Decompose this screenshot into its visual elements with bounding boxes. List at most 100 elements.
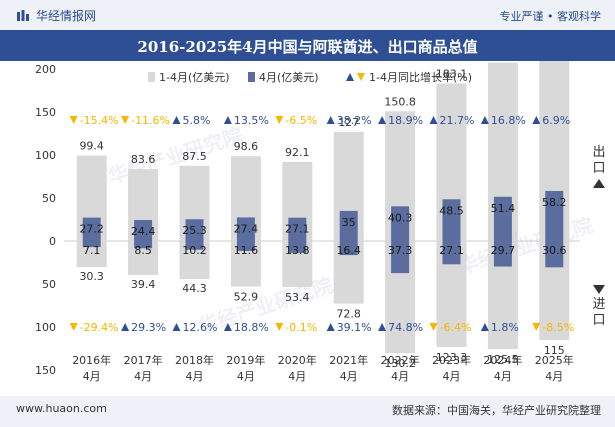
x-tick-label: 2019年 [226,353,265,367]
label-export-month: 25.3 [182,224,207,237]
label-import-growth: 39.1% [337,321,372,334]
bar-import-month [391,241,410,274]
label-import-month: 30.6 [542,244,567,257]
growth-up-icon [326,323,335,331]
bar-import-month [236,241,255,251]
label-import-growth: 74.8% [388,321,423,334]
label-export-growth: 13.5% [234,114,269,127]
bar-import-month [134,241,153,249]
label-export-month: 48.5 [439,204,464,217]
brand: 华经情报网 [16,7,96,24]
bar-import-month [442,241,461,265]
label-import-growth: 29.3% [131,321,166,334]
arrow-down-icon [593,285,605,294]
label-import-cum: 130.2 [384,357,416,370]
y-tick-label: 200 [35,63,56,76]
label-import-growth: -29.4% [80,321,119,334]
growth-up-icon [480,116,489,124]
growth-down-icon [69,323,78,331]
label-import-cum: 72.8 [336,308,361,321]
label-export-cum: 92.1 [285,146,310,159]
label-import-month: 13.8 [285,244,310,257]
x-tick-label: 2021年 [329,353,368,367]
x-tick-label: 4月 [391,370,409,383]
label-import-growth: 12.6% [183,321,218,334]
growth-up-icon [121,323,130,331]
growth-down-icon [532,323,541,331]
label-import-month: 8.5 [134,244,152,257]
growth-down-icon [275,116,284,124]
bar-import-month [339,241,358,256]
legend-label-rate: 1-4月同比增长率(%) [369,70,472,84]
footer-site: www.huaon.com [16,402,107,415]
label-export-cum: 150.8 [384,95,416,108]
y-tick-label: 100 [35,149,56,162]
growth-up-icon [223,323,232,331]
x-tick-label: 4月 [83,370,101,383]
x-tick-label: 2024年 [483,353,522,367]
side-label-import: 进 [592,297,605,312]
label-export-month: 51.4 [491,202,516,215]
bar-import-month [545,241,564,268]
legend-marker-month [248,72,255,82]
tagline: 专业严谨 • 客观科学 [499,10,601,23]
x-tick-label: 2023年 [432,353,471,367]
bar-export-month [82,217,101,241]
label-export-growth: 21.7% [440,114,475,127]
label-export-growth: -15.4% [80,114,119,127]
bar-export-month [391,206,410,241]
label-import-month: 16.4 [336,244,361,257]
x-tick-label: 4月 [186,370,204,383]
label-export-cum: 127 [338,116,359,129]
label-export-cum: 98.6 [234,140,259,153]
label-export-growth: -6.5% [285,114,317,127]
x-tick-label: 2022年 [381,353,420,367]
chart-title: 2016-2025年4月中国与阿联酋进、出口商品总值 [137,38,478,56]
side-label-export: 口 [592,161,605,176]
label-import-cum: 52.9 [234,290,259,303]
x-tick-label: 2018年 [175,353,214,367]
label-export-growth: 38.2% [337,114,372,127]
label-export-month: 24.4 [131,225,156,238]
x-tick-label: 4月 [494,370,512,383]
y-tick-label: 150 [35,106,56,119]
bar-import-month [185,241,204,250]
growth-up-icon [480,323,489,331]
growth-up-icon [378,116,387,124]
x-tick-label: 2025年 [535,353,574,367]
side-label-import: 口 [592,313,605,328]
label-import-month: 11.6 [234,244,259,257]
label-import-cum: 44.3 [182,282,207,295]
bar-export-month [185,219,204,241]
label-import-growth: 1.8% [491,321,519,334]
label-export-growth: 18.9% [388,114,423,127]
label-export-month: 27.1 [285,223,310,236]
top-bar [0,0,615,30]
label-import-cum: 30.3 [79,270,104,283]
bar-export-month [339,210,358,241]
legend-label-cum: 1-4月(亿美元) [159,71,230,84]
label-import-month: 29.7 [491,244,516,257]
label-export-growth: 5.8% [183,114,211,127]
growth-up-icon [326,116,335,124]
growth-down-icon [429,323,438,331]
title-bar [0,30,615,61]
y-tick-label: 0 [49,235,56,248]
label-import-growth: -8.5% [542,321,574,334]
y-tick-label: 100 [35,321,56,334]
label-export-cum: 183.1 [436,68,468,81]
label-import-month: 27.1 [439,244,464,257]
label-export-month: 27.2 [79,223,104,236]
label-export-growth: 16.8% [491,114,526,127]
x-tick-label: 4月 [443,370,461,383]
arrow-up-icon [593,179,605,188]
bar-import-month [82,241,101,248]
bar-export-month [493,196,512,241]
label-import-growth: -6.4% [440,321,472,334]
x-tick-label: 2016年 [72,353,111,367]
label-import-cum: 123.3 [436,351,468,364]
label-import-month: 37.3 [388,244,413,257]
label-import-cum: 39.4 [131,278,156,291]
bar-import-month [493,241,512,267]
growth-down-icon [121,116,130,124]
